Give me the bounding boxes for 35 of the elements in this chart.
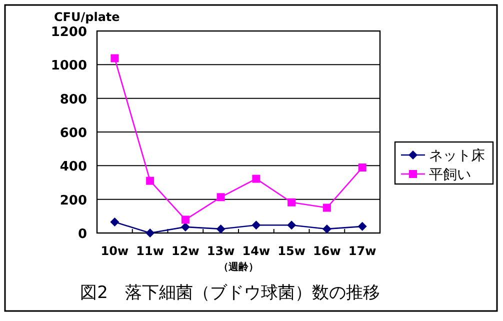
- point: [288, 198, 296, 206]
- y-tick-label: 800: [60, 92, 87, 108]
- x-tick-label: 13w: [206, 244, 235, 258]
- point: [146, 228, 155, 238]
- y-tick-label: 0: [78, 227, 87, 242]
- point: [181, 216, 190, 224]
- x-tick-label: 14w: [242, 244, 270, 258]
- x-tick-label: 16w: [313, 244, 341, 258]
- point: [358, 222, 367, 231]
- point: [146, 176, 154, 185]
- x-tick-label: 17w: [348, 244, 376, 258]
- point: [322, 204, 331, 212]
- point: [322, 224, 332, 234]
- y-tick-label: 400: [60, 160, 87, 175]
- y-tick-label: 600: [60, 126, 87, 141]
- point: [216, 224, 226, 234]
- point: [287, 220, 296, 230]
- legend-label: 平飼い: [429, 167, 471, 183]
- x-tick-label: 12w: [172, 244, 200, 258]
- x-tick-label: 11w: [136, 244, 164, 258]
- point: [216, 193, 225, 202]
- y-axis-title: CFU/plate: [54, 10, 120, 24]
- point: [110, 218, 120, 227]
- text: 図2 落下細菌（ブドウ球菌）数の推移: [80, 283, 380, 303]
- y-tick-label: 200: [60, 193, 87, 208]
- point: [252, 174, 260, 183]
- point: [358, 164, 366, 172]
- x-tick-label: 15w: [278, 244, 306, 258]
- x-tick-label: 10w: [100, 244, 129, 258]
- y-tick-label: 1200: [50, 25, 87, 40]
- y-tick-label: 1000: [50, 58, 87, 74]
- point: [252, 220, 261, 230]
- point: [110, 54, 119, 62]
- legend-label: ネット床: [429, 148, 485, 164]
- x-axis-title: （週齢）: [218, 261, 258, 273]
